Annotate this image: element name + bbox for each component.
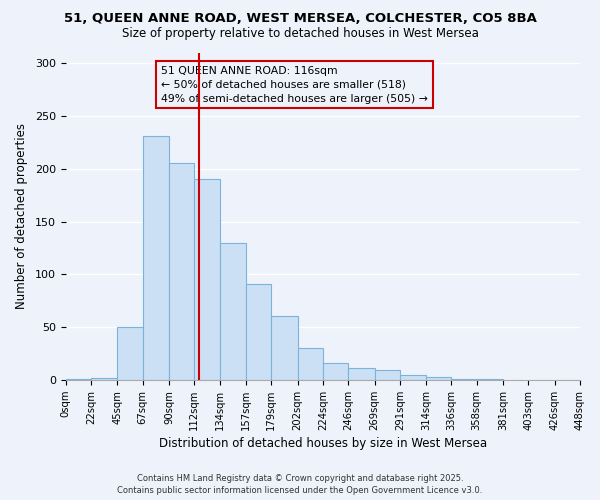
Bar — [374, 370, 400, 380]
Bar — [66, 379, 91, 380]
Bar — [118, 327, 143, 380]
Bar — [91, 378, 118, 380]
Bar — [323, 363, 348, 380]
Bar — [400, 374, 426, 380]
Y-axis label: Number of detached properties: Number of detached properties — [15, 123, 28, 309]
Bar — [298, 348, 323, 380]
Bar — [194, 180, 220, 380]
X-axis label: Distribution of detached houses by size in West Mersea: Distribution of detached houses by size … — [159, 437, 487, 450]
Text: Size of property relative to detached houses in West Mersea: Size of property relative to detached ho… — [122, 28, 478, 40]
Bar — [143, 136, 169, 380]
Text: 51, QUEEN ANNE ROAD, WEST MERSEA, COLCHESTER, CO5 8BA: 51, QUEEN ANNE ROAD, WEST MERSEA, COLCHE… — [64, 12, 536, 26]
Text: Contains HM Land Registry data © Crown copyright and database right 2025.
Contai: Contains HM Land Registry data © Crown c… — [118, 474, 482, 495]
Bar — [348, 368, 374, 380]
Bar — [220, 242, 246, 380]
Text: 51 QUEEN ANNE ROAD: 116sqm
← 50% of detached houses are smaller (518)
49% of sem: 51 QUEEN ANNE ROAD: 116sqm ← 50% of deta… — [161, 66, 428, 104]
Bar — [246, 284, 271, 380]
Bar — [271, 316, 298, 380]
Bar — [169, 164, 194, 380]
Bar — [476, 379, 503, 380]
Bar — [426, 377, 451, 380]
Bar — [451, 379, 476, 380]
